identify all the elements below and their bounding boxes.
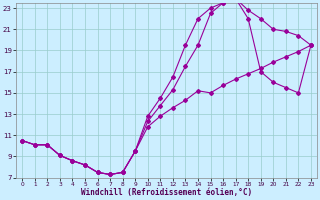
X-axis label: Windchill (Refroidissement éolien,°C): Windchill (Refroidissement éolien,°C) xyxy=(81,188,252,197)
